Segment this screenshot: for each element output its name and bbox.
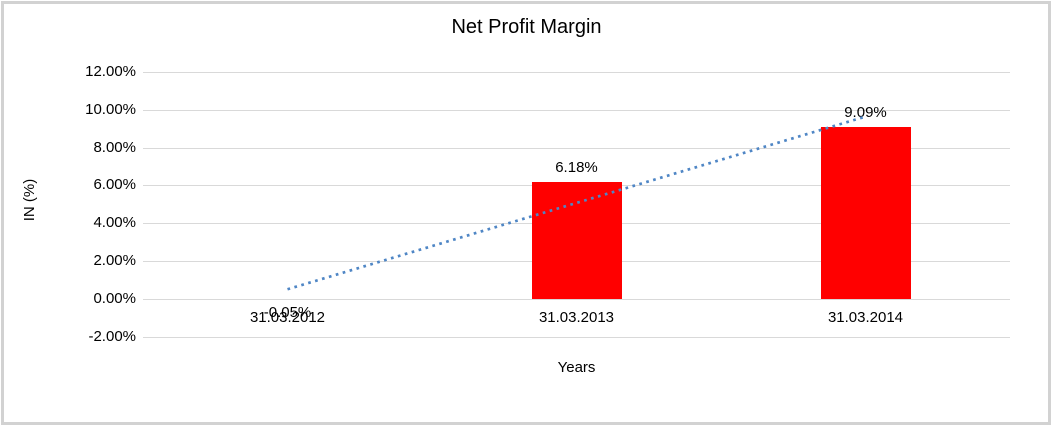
bar-data-label: 6.18% [555, 158, 598, 176]
y-tick-label: 12.00% [85, 63, 136, 80]
y-tick-label: 4.00% [93, 214, 136, 232]
gridline [143, 147, 1010, 149]
y-tick-label: 2.00% [93, 251, 136, 269]
y-tick-label: 8.00% [93, 138, 136, 156]
gridline [143, 109, 1010, 111]
y-tick-label: -2.00% [88, 327, 136, 345]
category-label: 31.03.2013 [538, 308, 615, 326]
y-tick-label: 0.00% [93, 289, 136, 307]
y-tick-label: 6.00% [93, 176, 136, 194]
bar-data-label: -0.05% [263, 303, 312, 321]
bar [531, 181, 622, 299]
gridline [143, 336, 1010, 338]
bar [820, 126, 911, 299]
x-axis-title: Years [557, 359, 596, 376]
gridline [143, 72, 1010, 73]
chart-title: Net Profit Margin [451, 16, 602, 38]
bar-data-label: 9.09% [844, 103, 887, 121]
y-tick-label: 10.00% [85, 100, 136, 118]
category-label: 31.03.2014 [827, 308, 904, 326]
gridline [143, 298, 1010, 300]
category-label: 31.03.2012 [249, 308, 326, 326]
